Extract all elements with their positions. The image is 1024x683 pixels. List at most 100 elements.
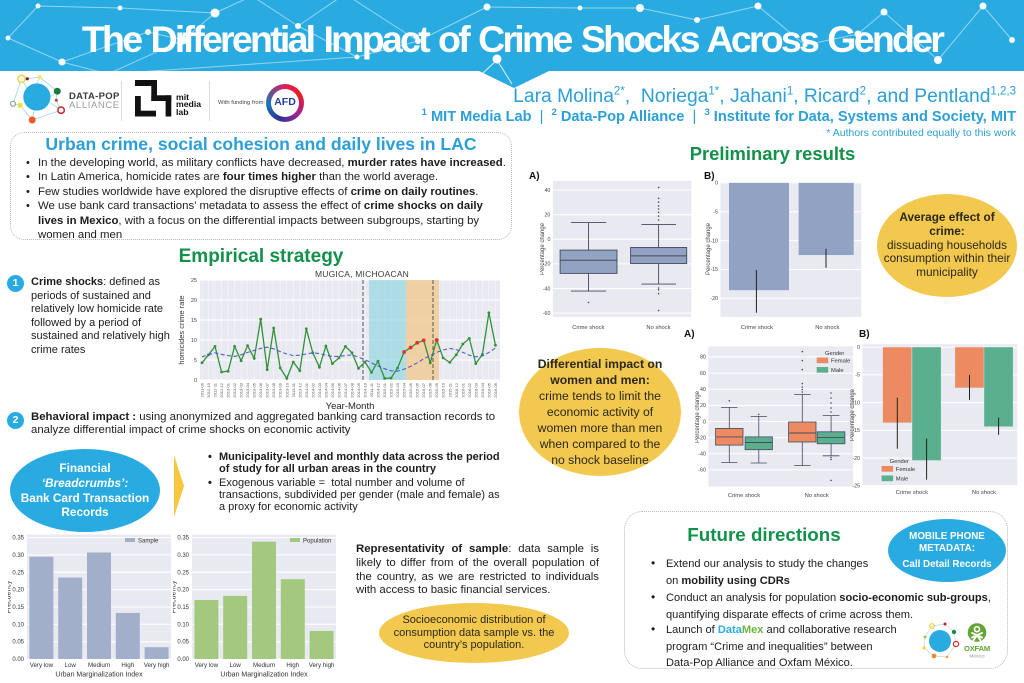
svg-text:40: 40 — [700, 387, 706, 393]
svg-text:Medium: Medium — [88, 662, 110, 669]
svg-text:2015-06: 2015-06 — [415, 382, 420, 397]
svg-text:2014-05: 2014-05 — [330, 382, 335, 397]
svg-text:2016-02: 2016-02 — [467, 382, 472, 397]
svg-text:-60: -60 — [698, 468, 706, 474]
svg-text:-20: -20 — [710, 296, 718, 302]
svg-text:Very high: Very high — [309, 662, 335, 669]
svg-text:High: High — [286, 662, 299, 669]
svg-text:Male: Male — [831, 368, 844, 374]
svg-text:Gender: Gender — [825, 351, 844, 357]
svg-text:Year-Month: Year-Month — [326, 401, 375, 412]
svg-text:0: 0 — [194, 378, 197, 384]
svg-text:Percentage change: Percentage change — [540, 222, 546, 275]
svg-text:MUGICA, MICHOACAN: MUGICA, MICHOACAN — [315, 269, 409, 279]
svg-text:Urban Marginalization Index: Urban Marginalization Index — [220, 672, 308, 679]
svg-text:2015-07: 2015-07 — [421, 382, 426, 397]
svg-text:2012-12: 2012-12 — [219, 382, 224, 397]
svg-text:No shock: No shock — [805, 493, 829, 499]
svg-text:2015-04: 2015-04 — [402, 382, 407, 397]
svg-text:0.10: 0.10 — [177, 622, 189, 628]
svg-text:Crime shock: Crime shock — [572, 325, 604, 331]
svg-text:0.35: 0.35 — [177, 536, 189, 542]
svg-text:2013-12: 2013-12 — [297, 382, 302, 397]
svg-text:-5: -5 — [855, 373, 860, 379]
svg-text:25: 25 — [191, 278, 197, 284]
svg-text:Female: Female — [896, 467, 915, 473]
svg-text:0.10: 0.10 — [12, 622, 24, 628]
svg-text:2013-04: 2013-04 — [245, 382, 250, 397]
svg-text:2013-03: 2013-03 — [239, 382, 244, 397]
svg-text:-20: -20 — [852, 456, 860, 462]
svg-text:-40: -40 — [698, 452, 706, 458]
svg-text:-10: -10 — [852, 400, 860, 406]
svg-text:0: 0 — [547, 237, 550, 243]
svg-text:2014-08: 2014-08 — [350, 382, 355, 397]
svg-text:0.30: 0.30 — [12, 553, 24, 559]
svg-text:Percentage change: Percentage change — [706, 222, 712, 275]
svg-text:Crime shock: Crime shock — [896, 490, 928, 496]
svg-text:0.30: 0.30 — [177, 553, 189, 559]
svg-text:2013-10: 2013-10 — [284, 382, 289, 397]
svg-text:2013-11: 2013-11 — [291, 382, 296, 397]
svg-text:homicides crime rate: homicides crime rate — [177, 295, 186, 364]
svg-text:2015-02: 2015-02 — [389, 382, 394, 397]
svg-text:2014-12: 2014-12 — [376, 382, 381, 397]
svg-text:0.00: 0.00 — [177, 657, 189, 663]
svg-text:2013-09: 2013-09 — [278, 382, 283, 397]
svg-text:-15: -15 — [852, 428, 860, 434]
svg-text:High: High — [121, 662, 134, 669]
svg-text:Medium: Medium — [253, 662, 275, 669]
svg-text:2015-11: 2015-11 — [447, 382, 452, 397]
svg-text:2015-10: 2015-10 — [441, 382, 446, 397]
svg-text:40: 40 — [544, 188, 550, 194]
svg-text:2014-11: 2014-11 — [369, 382, 374, 397]
svg-text:Male: Male — [896, 477, 909, 483]
svg-text:0.15: 0.15 — [12, 605, 24, 611]
svg-text:0: 0 — [857, 345, 860, 351]
svg-text:-10: -10 — [710, 238, 718, 244]
svg-text:2016-05: 2016-05 — [486, 382, 491, 397]
svg-text:-5: -5 — [713, 210, 718, 216]
svg-text:0.05: 0.05 — [12, 640, 24, 646]
svg-text:2013-05: 2013-05 — [252, 382, 257, 397]
svg-text:2015-05: 2015-05 — [408, 382, 413, 397]
svg-text:0.25: 0.25 — [177, 570, 189, 576]
svg-text:2015-09: 2015-09 — [434, 382, 439, 397]
svg-text:Sample: Sample — [138, 539, 159, 545]
svg-text:Female: Female — [831, 359, 850, 365]
svg-text:2013-07: 2013-07 — [265, 382, 270, 397]
svg-text:No shock: No shock — [972, 490, 996, 496]
svg-text:-20: -20 — [543, 262, 551, 268]
svg-text:0: 0 — [715, 181, 718, 187]
svg-text:2012-10: 2012-10 — [206, 382, 211, 397]
svg-text:15: 15 — [191, 318, 197, 324]
svg-text:2011-06: 2011-06 — [200, 382, 205, 397]
svg-text:2014-09: 2014-09 — [356, 382, 361, 397]
svg-text:0.20: 0.20 — [12, 588, 24, 594]
svg-text:OXFAM: OXFAM — [964, 644, 990, 653]
svg-text:2016-01: 2016-01 — [460, 382, 465, 397]
svg-text:2013-08: 2013-08 — [271, 382, 276, 397]
svg-text:2016-04: 2016-04 — [480, 382, 485, 397]
svg-text:2014-06: 2014-06 — [336, 382, 341, 397]
svg-text:Percentage change: Percentage change — [850, 388, 856, 441]
svg-text:0.15: 0.15 — [177, 605, 189, 611]
svg-text:60: 60 — [700, 371, 706, 377]
svg-text:20: 20 — [191, 298, 197, 304]
svg-text:Low: Low — [65, 662, 77, 669]
svg-text:2016-06: 2016-06 — [493, 382, 498, 397]
svg-text:0.20: 0.20 — [177, 588, 189, 594]
svg-text:0.05: 0.05 — [177, 640, 189, 646]
svg-text:Gender: Gender — [890, 459, 909, 465]
svg-text:80: 80 — [700, 355, 706, 361]
svg-text:-25: -25 — [852, 484, 860, 490]
svg-text:Population: Population — [303, 539, 331, 545]
svg-text:2014-01: 2014-01 — [304, 382, 309, 397]
svg-text:2016-03: 2016-03 — [473, 382, 478, 397]
svg-text:2012-11: 2012-11 — [213, 382, 218, 397]
svg-text:2015-12: 2015-12 — [454, 382, 459, 397]
svg-text:2013-02: 2013-02 — [232, 382, 237, 397]
svg-text:Low: Low — [230, 662, 242, 669]
svg-text:0: 0 — [703, 419, 706, 425]
svg-text:0.25: 0.25 — [12, 570, 24, 576]
